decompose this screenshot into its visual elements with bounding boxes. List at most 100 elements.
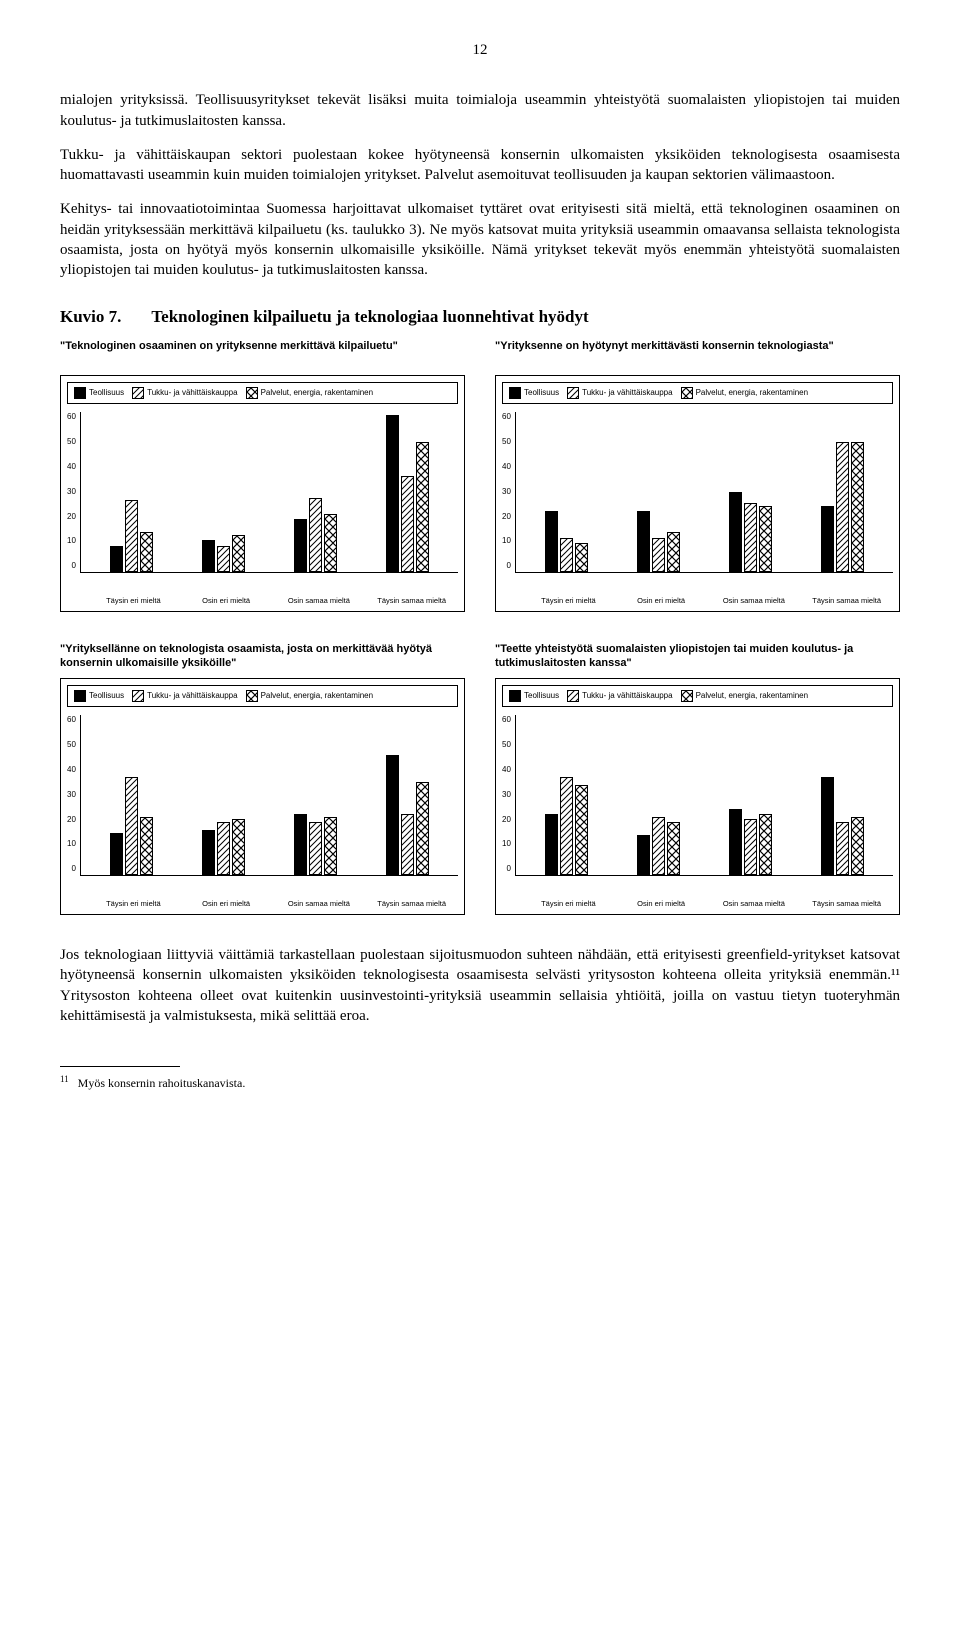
legend-item: Palvelut, energia, rakentaminen [681, 690, 809, 702]
bar-group [294, 814, 337, 875]
bar [744, 819, 757, 875]
paragraph-1: mialojen yrityksissä. Teollisuusyritykse… [60, 90, 900, 131]
bar-group [821, 777, 864, 876]
legend-label: Teollisuus [524, 388, 559, 397]
chart-box: TeollisuusTukku- ja vähittäiskauppaPalve… [60, 375, 465, 612]
y-tick: 0 [506, 561, 510, 572]
chart-box: Teollisuus Tukku- ja vähittäiskauppa Palve… [60, 678, 465, 915]
y-tick: 10 [502, 839, 511, 850]
legend-swatch [509, 690, 521, 702]
bar [545, 511, 558, 572]
chart-box: Teollisuus Tukku- ja vähittäiskauppa Palve… [495, 678, 900, 915]
x-label: Osin samaa mieltä [273, 899, 366, 908]
bar [851, 817, 864, 876]
chart-title: "Yrityksellänne on teknologista osaamist… [60, 642, 465, 672]
footnote-text: Myös konsernin rahoituskanavista. [78, 1076, 246, 1090]
footnote-number: 11 [60, 1074, 69, 1084]
chart-3: "Yrityksellänne on teknologista osaamist… [60, 642, 465, 915]
bar [729, 492, 742, 572]
x-axis: Täysin eri mieltäOsin eri mieltäOsin sam… [502, 592, 893, 605]
legend-label: Teollisuus [89, 691, 124, 700]
bar [125, 500, 138, 572]
y-tick: 40 [502, 765, 511, 776]
chart-4: "Teette yhteistyötä suomalaisten yliopis… [495, 642, 900, 915]
y-tick: 10 [67, 839, 76, 850]
legend: TeollisuusTukku- ja vähittäiskauppaPalve… [67, 382, 458, 404]
bar-group [637, 817, 680, 876]
bar [110, 546, 123, 573]
chart-title: "Teknologinen osaaminen on yrityksenne m… [60, 339, 465, 369]
x-label: Täysin eri mieltä [87, 899, 180, 908]
chart-box: TeollisuusTukku- ja vähittäiskauppaPalve… [495, 375, 900, 612]
legend: Teollisuus Tukku- ja vähittäiskauppa Palve… [67, 685, 458, 707]
plot: 6050403020100 [502, 412, 893, 592]
chart-title: "Teette yhteistyötä suomalaisten yliopis… [495, 642, 900, 672]
bar [416, 782, 429, 875]
legend-item: Tukku- ja vähittäiskauppa [132, 690, 237, 702]
legend-item: Teollisuus [74, 387, 124, 399]
y-tick: 0 [506, 864, 510, 875]
bar [309, 822, 322, 875]
footnote: 11 Myös konsernin rahoituskanavista. [60, 1073, 900, 1091]
y-tick: 20 [67, 512, 76, 523]
legend-item: Teollisuus [74, 690, 124, 702]
bar [140, 532, 153, 572]
chart-2: "Yrityksenne on hyötynyt merkittävästi k… [495, 339, 900, 612]
y-tick: 20 [502, 815, 511, 826]
bar [202, 830, 215, 875]
bar [575, 785, 588, 876]
x-label: Osin eri mieltä [180, 596, 273, 605]
bar [821, 506, 834, 573]
plot: 6050403020100 [67, 715, 458, 895]
legend-swatch [681, 387, 693, 399]
y-tick: 30 [67, 487, 76, 498]
bar [560, 777, 573, 876]
legend-item: Tukku- ja vähittäiskauppa [567, 690, 672, 702]
bar-group [545, 777, 588, 876]
plot: 6050403020100 [502, 715, 893, 895]
bar [294, 519, 307, 572]
bar [140, 817, 153, 876]
x-label: Osin eri mieltä [180, 899, 273, 908]
bar-group [294, 498, 337, 573]
footnote-rule [60, 1066, 180, 1067]
bar-group [110, 500, 153, 572]
bar [836, 822, 849, 875]
legend-item: Palvelut, energia, rakentaminen [246, 690, 374, 702]
bar-group [202, 819, 245, 875]
legend-item: Palvelut, energia, rakentaminen [246, 387, 374, 399]
y-tick: 20 [502, 512, 511, 523]
legend-swatch [132, 690, 144, 702]
bar-group [202, 535, 245, 572]
plot-area [80, 412, 458, 573]
plot-area [515, 715, 893, 876]
bar [836, 442, 849, 573]
y-tick: 40 [67, 462, 76, 473]
bar [851, 442, 864, 573]
bar [232, 819, 245, 875]
bar [386, 755, 399, 875]
x-label: Osin eri mieltä [615, 899, 708, 908]
bar [324, 514, 337, 573]
x-label: Täysin eri mieltä [522, 596, 615, 605]
y-tick: 50 [67, 437, 76, 448]
x-axis: Täysin eri mieltäOsin eri mieltäOsin sam… [67, 895, 458, 908]
y-tick: 30 [502, 790, 511, 801]
legend: Teollisuus Tukku- ja vähittäiskauppa Palve… [502, 685, 893, 707]
bar [759, 814, 772, 875]
legend-label: Teollisuus [524, 691, 559, 700]
chart-title: "Yrityksenne on hyötynyt merkittävästi k… [495, 339, 900, 369]
x-label: Osin samaa mieltä [708, 899, 801, 908]
legend-label: Palvelut, energia, rakentaminen [696, 388, 809, 397]
bar [575, 543, 588, 572]
bar-group [729, 809, 772, 876]
legend-label: Tukku- ja vähittäiskauppa [147, 691, 237, 700]
bar [416, 442, 429, 573]
legend-item: Teollisuus [509, 387, 559, 399]
y-tick: 50 [502, 740, 511, 751]
bar [294, 814, 307, 875]
y-axis: 6050403020100 [67, 412, 80, 572]
bar [217, 546, 230, 573]
paragraph-4: Jos teknologiaan liittyviä väittämiä tar… [60, 945, 900, 1026]
bar [667, 822, 680, 875]
